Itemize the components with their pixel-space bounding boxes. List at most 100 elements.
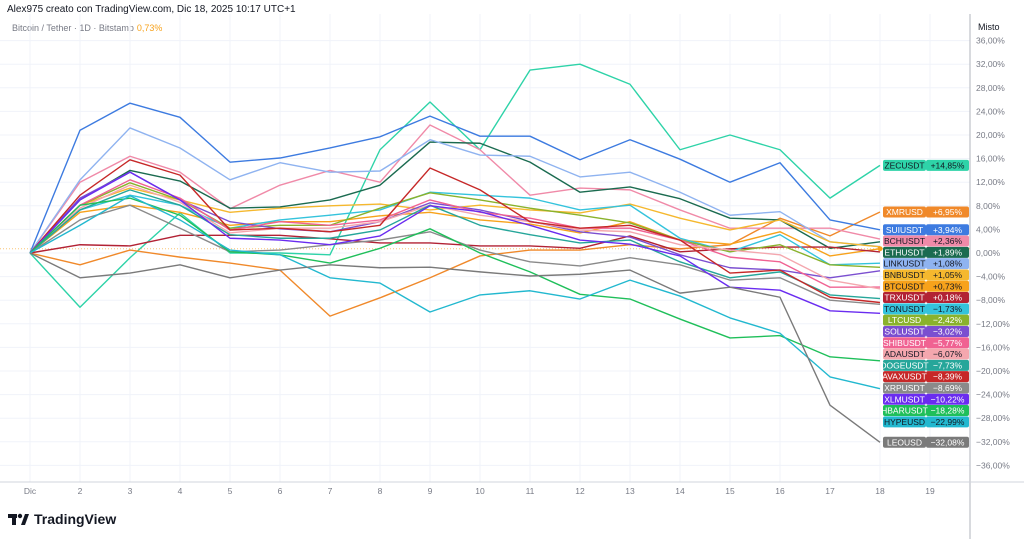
series-tag-name: XLMUSDT: [884, 394, 925, 404]
series-tag-name: BTCUSDT: [884, 281, 924, 291]
series-line-suiusdt[interactable]: [29, 102, 881, 254]
y-tick-label: −28,00%: [976, 413, 1010, 423]
x-tick-label: 3: [128, 486, 133, 496]
series-tag-name: ZECUSDT: [884, 160, 924, 170]
series-tag-value: −2,42%: [933, 315, 963, 325]
x-tick-label: 7: [328, 486, 333, 496]
series-tag-name: BCHUSDT: [884, 236, 925, 246]
y-tick-label: −8,00%: [976, 295, 1006, 305]
series-tag-name-bg: [883, 348, 926, 360]
series-line-xrpusdt[interactable]: [29, 204, 881, 305]
series-tag-value: +1,89%: [933, 247, 963, 257]
x-tick-label: 16: [775, 486, 785, 496]
series-tag-name-bg: [883, 359, 926, 371]
series-line-btcusdt[interactable]: [29, 204, 881, 257]
series-tag-value-bg: [926, 436, 969, 448]
series-line-adausdt[interactable]: [29, 184, 881, 290]
y-tick-label: −36,00%: [976, 460, 1010, 470]
series-tag-name-bg: [883, 314, 926, 326]
series-tag-value-bg: [926, 269, 969, 281]
series-line-dogeusdt[interactable]: [29, 189, 881, 300]
series-tag-value: −18,28%: [931, 406, 965, 416]
series-line-ethusdt[interactable]: [29, 141, 881, 254]
series-tag-value-bg: [926, 359, 969, 371]
series-tag-value-bg: [926, 280, 969, 292]
x-tick-label: 18: [875, 486, 885, 496]
symbol-legend[interactable]: Bitcoin / Tether · 1D · Bitstamp 0,73%: [12, 23, 162, 33]
series-tag-name: TONUSDT: [884, 304, 925, 314]
series-tag-value-bg: [926, 206, 969, 218]
series-tag-name-bg: [883, 235, 926, 247]
chart-header: Alex975 creato con TradingView.com, Dic …: [7, 4, 296, 15]
x-tick-label: 8: [378, 486, 383, 496]
series-tag-name: LINKUSDT: [883, 259, 925, 269]
series-tag-name: DOGEUSDT: [880, 360, 928, 370]
series-tag-value-bg: [926, 303, 969, 315]
series-tag-name-bg: [883, 371, 926, 383]
series-tag-value: +6,95%: [933, 207, 963, 217]
series-line-avaxusdt[interactable]: [29, 159, 881, 304]
x-tick-label: 17: [825, 486, 835, 496]
series-tag-value: +1,08%: [933, 259, 963, 269]
series-line-hbarusdt[interactable]: [29, 197, 881, 362]
series-tag-name: HBARUSDT: [881, 406, 928, 416]
series-tag-name: BNBUSDT: [884, 270, 925, 280]
y-tick-label: 28,00%: [976, 83, 1005, 93]
series-tag-value-bg: [926, 224, 969, 236]
series-line-hypeusd[interactable]: [29, 195, 881, 390]
series-line-linkusdt[interactable]: [29, 127, 881, 254]
scale-mode-label[interactable]: Misto: [978, 22, 1000, 32]
series-line-xlmusdt[interactable]: [29, 171, 881, 314]
x-tick-label: 9: [428, 486, 433, 496]
series-tag-value-bg: [926, 416, 969, 428]
series-tag-value: +0,73%: [933, 281, 963, 291]
series-tag-value: −22,99%: [931, 417, 965, 427]
tradingview-logo: TradingView: [8, 511, 116, 527]
series-tag-name: LTCUSD: [888, 315, 921, 325]
x-tick-label: 6: [278, 486, 283, 496]
series-tag-name-bg: [883, 280, 926, 292]
series-tag-value: −10,22%: [931, 394, 965, 404]
series-tag-name: LEOUSD: [887, 437, 922, 447]
series-tag-value-bg: [926, 405, 969, 417]
x-tick-label: 2: [78, 486, 83, 496]
series-tag-name-bg: [883, 246, 926, 258]
series-tag-value: +14,85%: [931, 160, 965, 170]
series-tag-value-bg: [926, 325, 969, 337]
x-tick-label: 13: [625, 486, 635, 496]
series-tag-value-bg: [926, 246, 969, 258]
series-tag-value: −5,77%: [933, 338, 963, 348]
series-tag-value-bg: [926, 235, 969, 247]
series-tag-name: ADAUSDT: [884, 349, 925, 359]
x-tick-label: 5: [228, 486, 233, 496]
series-tag-name-bg: [883, 405, 926, 417]
series-tag-value-bg: [926, 337, 969, 349]
series-line-leousd[interactable]: [29, 252, 881, 443]
x-tick-label: 12: [575, 486, 585, 496]
series-line-bnbusdt[interactable]: [29, 187, 881, 254]
series-tag-name-bg: [883, 159, 926, 171]
series-tag-value-bg: [926, 393, 969, 405]
x-tick-label: 11: [526, 486, 535, 496]
symbol-change: 0,73%: [136, 23, 163, 33]
series-tag-name: AVAXUSDT: [882, 372, 927, 382]
series-tag-value-bg: [926, 348, 969, 360]
tradingview-logo-icon: [8, 513, 29, 525]
y-tick-label: −32,00%: [976, 437, 1010, 447]
series-tag-name-bg: [883, 206, 926, 218]
y-tick-label: 8,00%: [976, 201, 1001, 211]
series-line-zecusdt[interactable]: [29, 63, 881, 308]
series-tag-name: HYPEUSD: [884, 417, 925, 427]
series-tag-value-bg: [926, 159, 969, 171]
y-tick-label: 12,00%: [976, 177, 1005, 187]
series-line-xmrusd[interactable]: [29, 211, 881, 317]
series-tag-value: +1,05%: [933, 270, 963, 280]
series-tag-name-bg: [883, 393, 926, 405]
y-tick-label: −24,00%: [976, 390, 1010, 400]
y-tick-label: 0,00%: [976, 248, 1001, 258]
series-tag-value: −6,07%: [933, 349, 963, 359]
series-tag-value: −32,08%: [931, 437, 965, 447]
series-line-tonusdt[interactable]: [29, 191, 881, 266]
y-tick-label: −12,00%: [976, 319, 1010, 329]
